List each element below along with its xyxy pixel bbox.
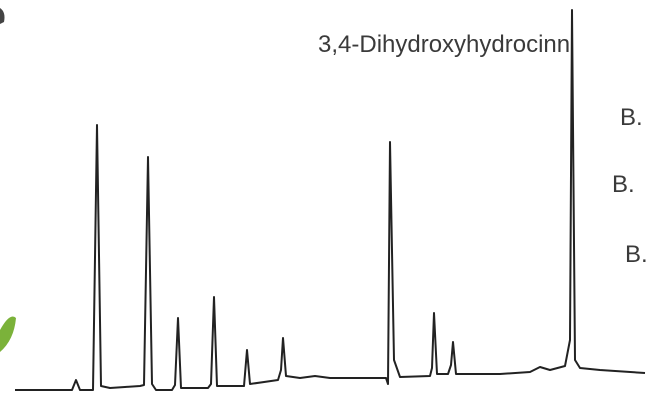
legend-item: B. [612,173,635,197]
compound-label: 3,4-Dihydroxyhydrocinn [318,33,570,57]
corner-decoration [0,8,5,24]
trace [15,10,645,390]
chromatogram [0,0,654,404]
legend-item: B. [620,106,643,130]
page: 3,4-Dihydroxyhydrocinn B. B. B. [0,0,654,404]
leaf-decoration [0,317,16,353]
legend-item: B. [625,243,648,267]
